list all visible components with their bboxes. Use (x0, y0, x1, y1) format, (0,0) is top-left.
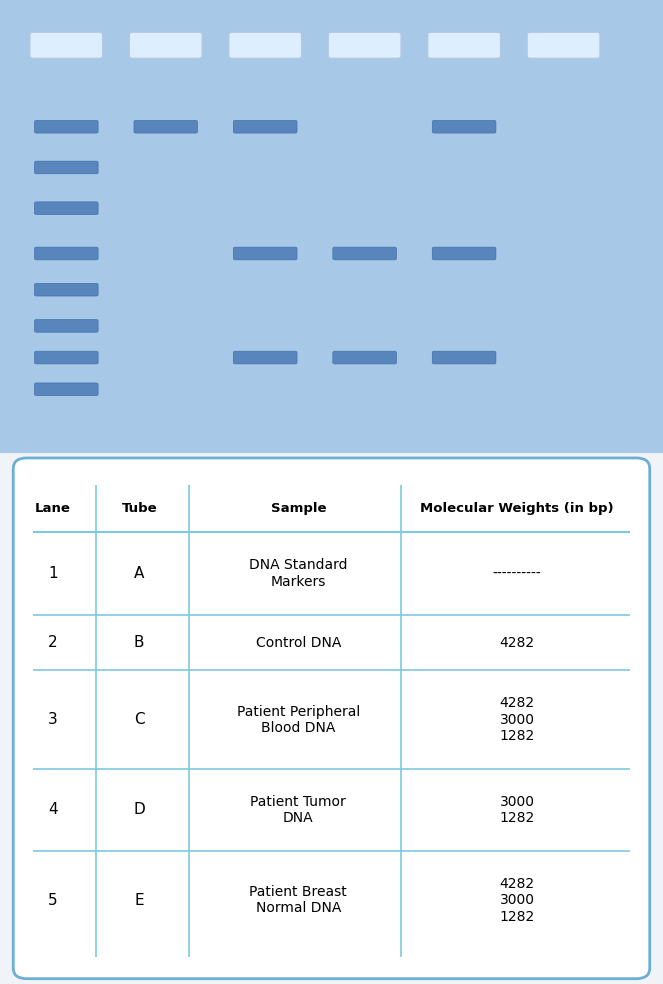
FancyBboxPatch shape (34, 320, 98, 333)
FancyBboxPatch shape (34, 247, 98, 260)
FancyBboxPatch shape (34, 283, 98, 296)
Text: E: E (135, 892, 144, 908)
Text: B: B (134, 635, 145, 650)
FancyBboxPatch shape (432, 120, 496, 133)
Text: D: D (133, 803, 145, 818)
Text: ----------: ---------- (493, 567, 542, 581)
FancyBboxPatch shape (34, 202, 98, 215)
Text: Molecular Weights (in bp): Molecular Weights (in bp) (420, 502, 614, 515)
Text: DNA Standard
Markers: DNA Standard Markers (249, 559, 347, 588)
FancyBboxPatch shape (333, 247, 396, 260)
FancyBboxPatch shape (333, 351, 396, 364)
FancyBboxPatch shape (428, 32, 501, 58)
FancyBboxPatch shape (432, 351, 496, 364)
Text: 4282
3000
1282: 4282 3000 1282 (499, 697, 535, 743)
Text: Control DNA: Control DNA (256, 636, 341, 649)
FancyBboxPatch shape (233, 120, 297, 133)
FancyBboxPatch shape (34, 383, 98, 396)
Text: C: C (134, 712, 145, 727)
FancyBboxPatch shape (0, 0, 663, 453)
Text: Tube: Tube (121, 502, 157, 515)
FancyBboxPatch shape (134, 120, 198, 133)
Text: 2: 2 (48, 635, 58, 650)
Text: 1: 1 (48, 566, 58, 581)
FancyBboxPatch shape (13, 458, 650, 979)
FancyBboxPatch shape (328, 32, 401, 58)
Text: 4: 4 (48, 803, 58, 818)
FancyBboxPatch shape (30, 32, 103, 58)
Text: A: A (134, 566, 145, 581)
Text: 4282
3000
1282: 4282 3000 1282 (499, 877, 535, 924)
Text: 5: 5 (48, 892, 58, 908)
FancyBboxPatch shape (34, 161, 98, 174)
FancyBboxPatch shape (432, 247, 496, 260)
FancyBboxPatch shape (527, 32, 600, 58)
Text: Patient Tumor
DNA: Patient Tumor DNA (251, 795, 346, 825)
Text: 4282: 4282 (500, 636, 534, 649)
Text: 3: 3 (48, 712, 58, 727)
Text: Patient Peripheral
Blood DNA: Patient Peripheral Blood DNA (237, 705, 360, 735)
Text: Sample: Sample (271, 502, 326, 515)
FancyBboxPatch shape (34, 120, 98, 133)
Text: 3000
1282: 3000 1282 (499, 795, 535, 825)
FancyBboxPatch shape (233, 247, 297, 260)
FancyBboxPatch shape (233, 351, 297, 364)
Text: Patient Breast
Normal DNA: Patient Breast Normal DNA (249, 886, 347, 915)
FancyBboxPatch shape (229, 32, 302, 58)
FancyBboxPatch shape (34, 351, 98, 364)
FancyBboxPatch shape (129, 32, 202, 58)
Text: Lane: Lane (35, 502, 71, 515)
